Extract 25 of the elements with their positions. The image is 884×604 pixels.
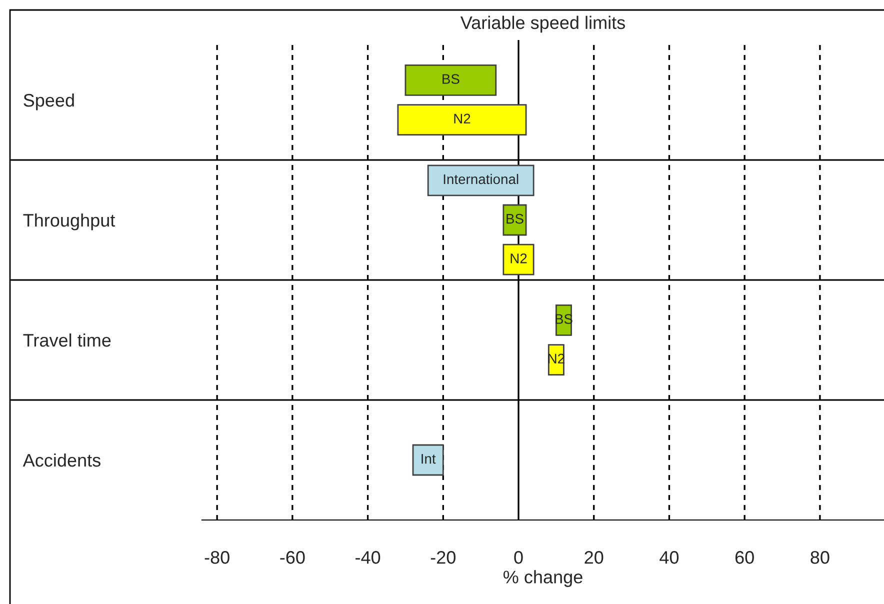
series-label: International <box>444 174 518 184</box>
text: BS <box>506 214 524 224</box>
text: N2 <box>454 114 470 124</box>
chart-title: Variable speed limits <box>460 16 625 33</box>
series-label: Int <box>422 454 436 464</box>
bar <box>397 104 527 136</box>
y-tick-label: Accidents <box>22 453 100 467</box>
x-tick-label: 20 <box>584 551 604 564</box>
y-tick-label: Travel time <box>23 333 111 347</box>
text: N2 <box>510 253 527 264</box>
x-tick-label: -60 <box>280 551 305 564</box>
bar <box>412 444 444 476</box>
bar <box>427 164 534 196</box>
x-tick-label: -20 <box>430 551 456 564</box>
x-tick-label: 60 <box>735 551 754 564</box>
y-tick-label: Throughput <box>23 213 116 230</box>
x-tick-label: 80 <box>810 551 830 564</box>
x-tick-label: -40 <box>356 551 380 564</box>
bar <box>404 64 497 96</box>
text: BS <box>442 74 460 84</box>
y-tick-label: Speed <box>24 93 74 110</box>
x-tick-label: 40 <box>660 551 679 564</box>
x-axis-title: % change <box>503 570 582 587</box>
x-tick-label: -80 <box>204 551 230 564</box>
x-tick-label: 0 <box>514 551 523 564</box>
